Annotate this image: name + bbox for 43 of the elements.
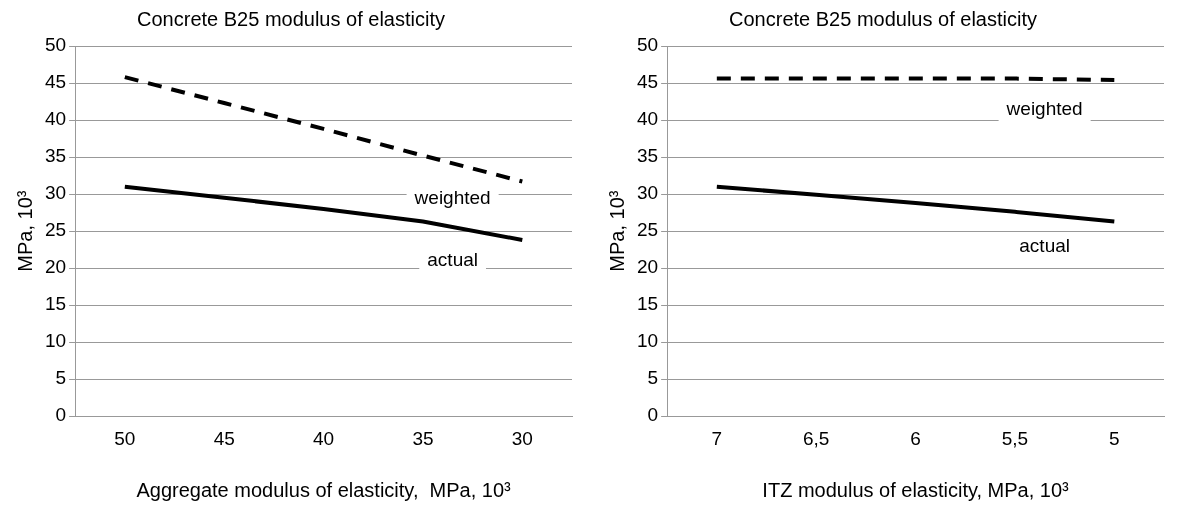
line-series [122, 75, 525, 184]
series-label: weighted [1005, 97, 1083, 119]
x-tick-label: 35 [412, 427, 434, 449]
y-tick-label: 45 [636, 71, 659, 93]
x-tick-label: 6,5 [802, 427, 830, 449]
x-axis-title: ITZ modulus of elasticity, MPa, 10³ [762, 478, 1070, 501]
series-label: actual [1019, 234, 1070, 256]
y-tick-label: 0 [647, 404, 659, 426]
x-tick-label: 30 [511, 427, 533, 449]
y-tick-label: 20 [44, 256, 67, 278]
x-tick-label: 7 [711, 427, 723, 449]
y-tick-label: 25 [44, 219, 67, 241]
chart-title: Concrete B25 modulus of elasticity [729, 7, 1037, 30]
y-tick-label: 5 [647, 367, 659, 389]
x-axis-title: Aggregate modulus of elasticity, MPa, 10³ [136, 478, 512, 501]
y-axis-title: MPa, 10³ [605, 190, 628, 272]
x-tick-label: 5,5 [1001, 427, 1029, 449]
series-label: weighted [413, 186, 491, 208]
y-tick-label: 0 [55, 404, 67, 426]
y-tick-label: 35 [44, 145, 67, 167]
series-label: actual [427, 248, 478, 270]
y-tick-label: 50 [44, 34, 67, 56]
y-tick-label: 10 [636, 330, 659, 352]
y-tick-label: 5 [55, 367, 67, 389]
y-tick-label: 10 [44, 330, 67, 352]
y-tick-label: 45 [44, 71, 67, 93]
x-tick-label: 50 [114, 427, 136, 449]
y-tick-label: 20 [636, 256, 659, 278]
y-tick-label: 50 [636, 34, 659, 56]
y-tick-label: 40 [44, 108, 67, 130]
x-tick-label: 45 [213, 427, 235, 449]
y-tick-label: 25 [636, 219, 659, 241]
x-tick-label: 6 [910, 427, 921, 449]
y-tick-label: 30 [636, 182, 659, 204]
x-tick-label: 5 [1109, 427, 1120, 449]
y-tick-label: 15 [44, 293, 67, 315]
y-tick-label: 30 [44, 182, 67, 204]
y-axis-title: MPa, 10³ [13, 190, 36, 272]
x-tick-label: 40 [313, 427, 335, 449]
y-tick-label: 35 [636, 145, 659, 167]
y-tick-label: 40 [636, 108, 659, 130]
chart-title: Concrete B25 modulus of elasticity [137, 7, 445, 30]
y-tick-label: 15 [636, 293, 659, 315]
